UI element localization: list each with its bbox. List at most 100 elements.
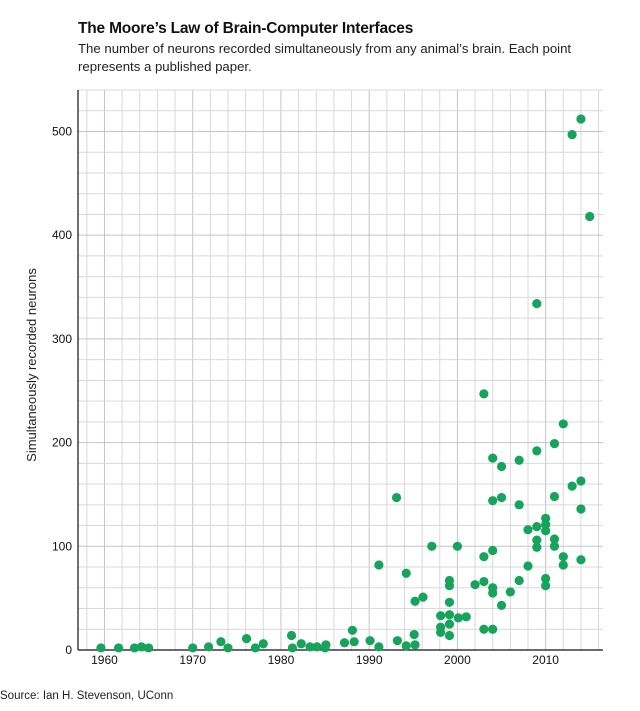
data-point [113,643,124,653]
data-point [409,629,419,640]
data-point [188,643,198,653]
data-point [549,491,560,502]
data-point [496,492,507,503]
data-point [410,596,420,606]
data-point [365,636,375,646]
x-tick-label: 1960 [91,653,118,667]
data-point [250,643,260,653]
data-point [496,600,507,611]
data-point [576,555,586,565]
data-point [505,587,515,597]
data-point [321,640,331,650]
x-tick-label: 1980 [268,653,295,667]
grid [78,89,603,651]
data-point [558,552,568,562]
data-point [392,636,403,646]
x-tick-label: 2010 [532,653,559,667]
data-point [136,642,147,652]
data-point [479,576,489,587]
data-point [401,568,411,578]
data-point [129,643,140,653]
data-point [541,581,551,591]
data-point [567,129,577,140]
data-point [96,643,106,653]
data-point [410,640,420,650]
data-point [339,638,350,648]
data-point [444,619,455,629]
data-point [216,637,226,647]
data-point [374,642,384,652]
y-tick-label: 400 [52,228,72,242]
data-point [312,642,322,652]
data-point [488,453,498,463]
data-point [488,624,498,634]
data-point [488,545,498,556]
data-point [549,541,560,551]
y-tick-label: 0 [65,643,72,657]
data-point [296,639,306,649]
axes [77,90,603,651]
y-tick-label: 100 [52,539,72,553]
data-point [541,573,551,584]
y-tick-label: 500 [52,124,72,138]
data-point [576,504,586,514]
data-point [287,643,298,653]
x-tick-label: 1970 [179,653,206,667]
data-point [143,643,154,653]
data-point [349,637,359,647]
data-point [427,541,437,551]
data-point [532,299,542,309]
data-point [532,446,542,456]
data-point [444,610,455,620]
data-point [514,575,524,586]
data-point [532,521,542,532]
data-point [514,455,524,465]
data-point [203,642,214,652]
data-point [532,535,542,545]
data-point [470,580,480,590]
y-axis-label: Simultaneously recorded neurons [24,268,39,462]
data-point [436,627,446,637]
data-points [96,114,595,653]
chart-title: The Moore’s Law of Brain-Computer Interf… [78,20,414,37]
x-tick-label: 2000 [444,653,471,667]
data-point [258,639,268,649]
data-point [576,476,586,486]
data-point [514,500,524,510]
data-point [558,419,568,429]
data-point [286,630,297,641]
data-point [479,552,489,562]
y-tick-label: 300 [52,332,72,346]
data-point [523,561,533,571]
data-point [444,581,455,591]
data-point [452,541,463,551]
y-tick-labels: 0 100 200 300 400 500 [52,124,72,657]
data-point [418,592,428,602]
data-point [479,389,489,399]
data-point [453,613,463,623]
y-tick-label: 200 [52,436,72,450]
data-point [436,611,446,621]
data-point [444,597,455,607]
data-point [479,624,489,634]
data-point [444,630,455,641]
data-point [549,534,560,544]
x-tick-labels: 1960 1970 1980 1990 2000 2010 [91,653,559,667]
data-point [241,633,252,644]
x-tick-label: 1990 [356,653,383,667]
data-point [488,496,498,506]
data-point [347,625,358,635]
data-point [532,542,542,552]
data-point [576,114,586,124]
data-point [488,588,498,598]
data-point [461,612,471,622]
data-point [585,211,595,222]
data-point [401,641,411,651]
data-point [496,461,507,472]
data-point [541,526,551,536]
data-point [223,643,233,653]
source-note: Source: Ian H. Stevenson, UConn [0,690,174,702]
data-point [374,560,384,570]
data-point [567,481,577,491]
